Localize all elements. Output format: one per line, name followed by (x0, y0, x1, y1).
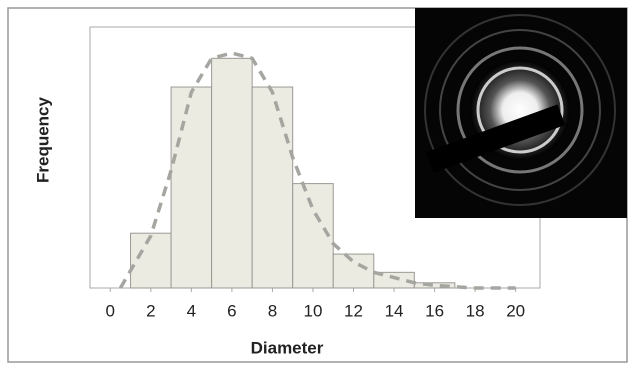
x-tick-label: 8 (268, 301, 277, 320)
bar (252, 87, 293, 288)
x-tick-label: 4 (187, 301, 196, 320)
bar (131, 233, 172, 288)
bar (171, 87, 212, 288)
x-axis-label: Diameter (251, 338, 324, 357)
bar (333, 254, 374, 288)
x-tick-label: 20 (506, 301, 525, 320)
inset-image (415, 8, 627, 218)
x-tick-label: 10 (304, 301, 323, 320)
x-tick-label: 14 (385, 301, 404, 320)
x-tick-label: 2 (146, 301, 155, 320)
x-tick-label: 6 (227, 301, 236, 320)
chart: 0 2 4 6 8 10 12 14 16 18 20 Diameter Frequency (0, 0, 635, 372)
x-tick-label: 0 (106, 301, 115, 320)
bar (212, 58, 253, 288)
x-tick-label: 16 (425, 301, 444, 320)
x-tick-label: 18 (466, 301, 485, 320)
x-tick-label: 12 (344, 301, 363, 320)
y-axis-label: Frequency (33, 96, 52, 183)
